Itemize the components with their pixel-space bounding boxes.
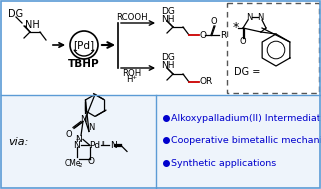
Circle shape bbox=[70, 31, 98, 59]
Text: TBHP: TBHP bbox=[68, 59, 100, 69]
Text: H⁺: H⁺ bbox=[126, 75, 138, 84]
Text: N: N bbox=[110, 141, 117, 150]
Text: DG: DG bbox=[8, 9, 23, 19]
Text: N: N bbox=[74, 141, 80, 150]
Text: II: II bbox=[101, 141, 105, 146]
Text: 2: 2 bbox=[79, 163, 82, 168]
FancyBboxPatch shape bbox=[227, 3, 319, 93]
Bar bbox=[1, 95, 320, 188]
Text: Pd: Pd bbox=[90, 141, 100, 150]
Text: DG: DG bbox=[161, 6, 175, 15]
Text: N: N bbox=[257, 12, 263, 22]
Text: O: O bbox=[200, 30, 207, 40]
Text: via:: via: bbox=[8, 137, 28, 147]
Text: OR: OR bbox=[200, 77, 213, 87]
Text: O: O bbox=[211, 18, 217, 26]
Text: CMe: CMe bbox=[65, 159, 81, 168]
Text: DG: DG bbox=[161, 53, 175, 63]
Text: *: * bbox=[233, 22, 239, 35]
Text: [Pd]: [Pd] bbox=[74, 40, 95, 50]
Text: Cooperative bimetallic mechanism: Cooperative bimetallic mechanism bbox=[171, 136, 321, 145]
Text: O: O bbox=[88, 157, 94, 166]
Text: N: N bbox=[246, 12, 252, 22]
Text: NH: NH bbox=[161, 15, 175, 23]
Text: NH: NH bbox=[25, 20, 40, 30]
Text: DG =: DG = bbox=[234, 67, 260, 77]
Text: RCOOH: RCOOH bbox=[116, 12, 148, 22]
Text: –: – bbox=[75, 136, 79, 143]
Text: N: N bbox=[76, 135, 82, 144]
Text: Synthetic applications: Synthetic applications bbox=[171, 159, 276, 168]
Text: O: O bbox=[66, 130, 72, 139]
Text: ROH: ROH bbox=[122, 70, 142, 78]
Text: N: N bbox=[88, 123, 94, 132]
Text: O: O bbox=[240, 37, 246, 46]
Text: NH: NH bbox=[161, 61, 175, 70]
Text: N: N bbox=[80, 115, 86, 124]
Text: R: R bbox=[220, 30, 226, 40]
Text: Alkoxypalladium(II) Intermediates: Alkoxypalladium(II) Intermediates bbox=[171, 114, 321, 123]
